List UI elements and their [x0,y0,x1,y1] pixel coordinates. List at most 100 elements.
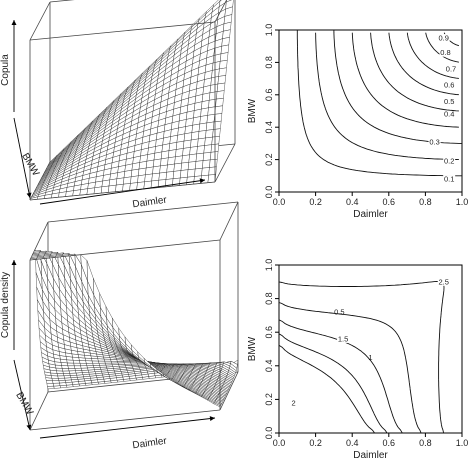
contour-label-bg [443,175,456,184]
surface-facet [79,363,88,366]
y-axis-arrow-head [26,192,32,198]
y-tick-label: 0.6 [264,89,274,102]
surface-facet [197,137,206,147]
y-tick-label: 0.2 [264,393,274,406]
contour-label: 0.7 [446,64,456,73]
surface-facet [131,168,140,178]
surface-facet [212,128,221,138]
y-tick-label: 1.0 [264,24,274,37]
surface-facet [182,147,191,157]
y-axis-label: BMW [13,390,35,417]
contour-line [388,32,459,96]
surface-facet [187,161,197,170]
surface-facet [56,373,65,377]
surface-facet [172,170,182,179]
contour-label-bg [437,34,450,43]
box-edge [29,181,216,201]
contour-label: 0.3 [429,137,439,146]
surface-facet [190,138,199,148]
y-tick-label: 0.8 [264,292,274,305]
surface-facet [159,164,168,174]
surface-facet [213,120,222,130]
contour-line [351,32,459,128]
z-axis-arrow-head [11,20,17,25]
contour-label-bg [443,81,456,90]
surface-facet [105,362,113,366]
x-axis-arrow [39,179,206,205]
surface-facet [196,145,205,155]
contour-label: 0.2 [444,157,454,166]
surface-facet [85,360,93,364]
surface-facet [180,169,189,179]
surface-facet [98,362,107,366]
surface-facet [152,165,161,175]
surface-facet [136,181,145,190]
x-tick-label: 1.0 [456,197,469,207]
contour-label-bg [439,48,452,57]
surface-facet [129,182,138,191]
contour-label: 0.5 [444,97,454,106]
contour-label: 1 [368,353,372,362]
contour-line [278,281,445,434]
surface-facet [205,129,214,139]
surface-facet [115,183,124,192]
y-tick-label: 0.4 [264,121,274,134]
surface-facet [137,174,146,183]
contour-label: 0.4 [444,110,454,119]
surface-facet [202,152,212,161]
surface-facet [211,136,220,145]
contour-line [278,302,422,434]
surface-facet [79,360,87,364]
surface-facet [51,378,60,381]
contour-line [406,32,459,79]
contour-label-bg [337,334,350,343]
surface-facet [206,121,215,131]
surface-facet [204,136,213,146]
contour-label: 0.6 [444,81,454,90]
y-tick-label: 0.8 [264,56,274,69]
box-edge [219,371,239,411]
box-edge [219,201,239,241]
y-axis-label: BMW [247,98,258,123]
surface-facet [130,175,139,184]
box-edge [49,0,75,3]
surface-facet [138,167,147,177]
surface-facet [116,177,125,186]
x-axis-arrow-head [199,178,205,184]
surface-facet [158,171,167,181]
contour-label-bg [443,110,456,119]
box-edge [214,143,236,183]
contour-label-bg [364,353,377,362]
y-tick-label: 0.2 [264,153,274,166]
surface-facet [181,154,190,164]
x-axis-label: Daimler [353,450,388,461]
surface-facet [215,97,224,107]
surface-facet [145,166,154,176]
contour-label-bg [428,137,441,146]
box-edge [29,239,221,261]
surface-facet [216,82,226,92]
surface-facet [160,157,169,167]
surface-facet [74,365,82,369]
surface-facet [122,183,131,192]
copula-cdf-contour-panel: 0.0 0.2 0.4 0.6 0.8 1.0 0.0 0.2 0.4 0.6 0.8 1.0 Daim… [247,24,468,220]
x-tick-label: 0.8 [419,438,432,448]
surface-facet [218,67,227,77]
surface-facet [92,363,100,366]
surface-facet [166,163,175,173]
z-axis-arrow-head [11,260,17,265]
x-tick-label: 0.0 [273,438,286,448]
surface-facet [98,360,106,364]
contour-label-bg [445,64,458,73]
surface-facet [51,375,59,379]
contour-label-bg [437,277,450,286]
surface-facet [202,159,211,169]
contour-line [278,344,375,434]
x-axis-label: Daimler [132,436,168,452]
copula-cdf-surface-panel: Daimler BMW Copula [0,0,236,210]
surface-facet [80,365,88,369]
y-axis-arrow [13,359,31,431]
surface-facet [108,178,118,187]
surface-facet [201,167,210,176]
surface-facet [93,365,101,368]
